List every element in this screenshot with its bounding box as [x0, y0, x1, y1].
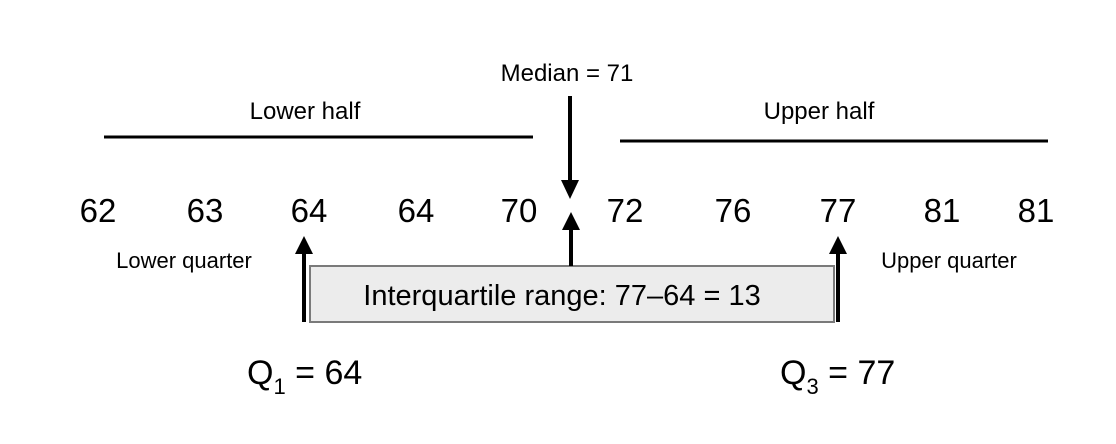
q1-letter: Q — [247, 354, 273, 392]
lower-quarter-label: Lower quarter — [116, 248, 252, 273]
value-3: 64 — [291, 192, 328, 229]
q3-up-arrow — [829, 236, 847, 322]
value-4: 64 — [398, 192, 435, 229]
q1-value: = 64 — [286, 354, 363, 392]
value-10: 81 — [1018, 192, 1055, 229]
value-9: 81 — [924, 192, 961, 229]
upper-quarter-label: Upper quarter — [881, 248, 1017, 273]
median-down-arrow — [561, 96, 579, 199]
value-6: 72 — [607, 192, 644, 229]
q1-up-arrow — [295, 236, 313, 322]
median-up-arrow — [562, 212, 580, 266]
value-5: 70 — [501, 192, 538, 229]
q3-label: Q3 = 77 — [780, 354, 895, 399]
value-8: 77 — [820, 192, 857, 229]
value-2: 63 — [187, 192, 224, 229]
q3-letter: Q — [780, 354, 806, 392]
iqr-box — [309, 265, 835, 323]
data-values: 62 63 64 64 70 72 76 77 81 81 — [80, 192, 1055, 229]
q1-subscript: 1 — [273, 374, 285, 399]
upper-half-label: Upper half — [764, 98, 875, 125]
value-1: 62 — [80, 192, 117, 229]
median-label: Median = 71 — [501, 60, 634, 87]
q1-label: Q1 = 64 — [247, 354, 362, 399]
q3-subscript: 3 — [806, 374, 818, 399]
lower-half-label: Lower half — [250, 98, 361, 125]
iqr-label: Interquartile range: 77–64 = 13 — [363, 280, 760, 312]
q3-value: = 77 — [819, 354, 896, 392]
value-7: 76 — [715, 192, 752, 229]
